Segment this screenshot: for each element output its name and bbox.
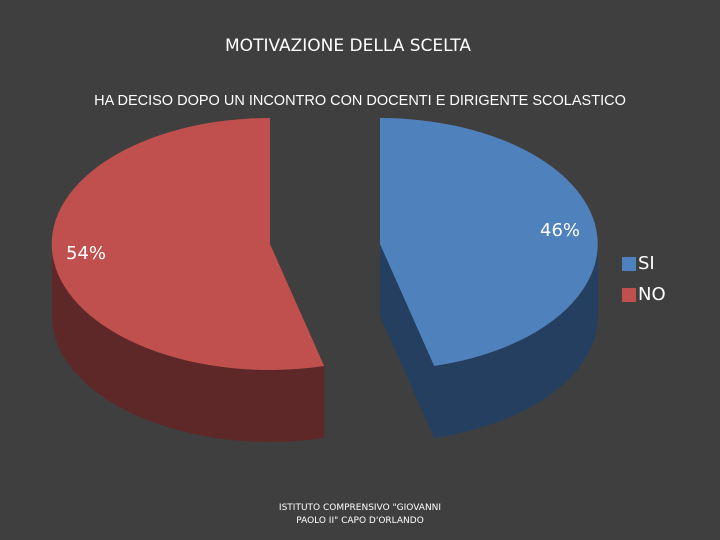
legend-label-si: SI (638, 253, 655, 274)
footer-line-2: PAOLO II" CAPO D'ORLANDO (296, 516, 424, 526)
legend: SI NO (622, 248, 666, 310)
legend-item-si: SI (622, 248, 666, 279)
data-label-si: 46% (540, 220, 581, 241)
data-label-no: 54% (66, 243, 107, 264)
footer: ISTITUTO COMPRENSIVO "GIOVANNI PAOLO II"… (250, 502, 470, 528)
slice-side-no (52, 244, 325, 442)
legend-swatch-no (622, 287, 636, 302)
slide-title: MOTIVAZIONE DELLA SCELTA (225, 36, 471, 56)
slice-no (51, 117, 325, 370)
slice-si (380, 118, 598, 366)
slice-side-si (434, 244, 598, 438)
slice-inner-wall-si (380, 244, 435, 438)
footer-line-1: ISTITUTO COMPRENSIVO "GIOVANNI (278, 503, 442, 513)
chart-title: HA DECISO DOPO UN INCONTRO CON DOCENTI E… (94, 93, 626, 109)
legend-swatch-si (622, 256, 636, 271)
legend-item-no: NO (622, 279, 666, 310)
legend-label-no: NO (638, 284, 666, 305)
